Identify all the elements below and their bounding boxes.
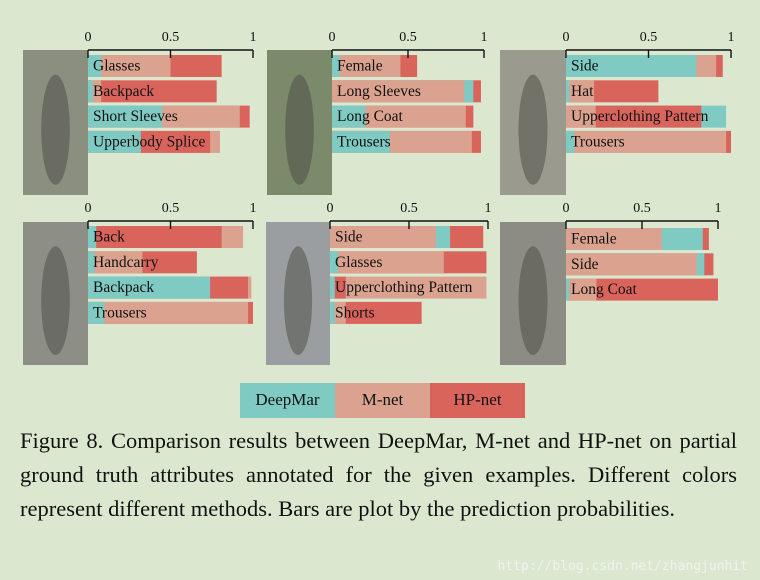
bar-label: Female <box>571 231 617 248</box>
x-tick-label: 1 <box>728 30 735 45</box>
bar-label: Upperclothing Pattern <box>335 279 473 296</box>
bar <box>566 278 570 301</box>
bar <box>330 301 335 324</box>
x-tick-label: 0 <box>327 201 334 216</box>
bar <box>566 130 575 153</box>
x-tick-label: 1 <box>485 201 492 216</box>
bar <box>88 130 141 153</box>
bar-label: Handcarry <box>93 254 159 271</box>
bar <box>566 55 697 77</box>
photo-person <box>41 74 70 185</box>
bar <box>330 276 487 299</box>
x-tick-label: 0 <box>329 30 336 45</box>
bar-label: Side <box>571 58 599 75</box>
bar <box>88 80 217 103</box>
x-tick-label: 0.5 <box>400 201 418 216</box>
bar <box>88 55 102 77</box>
bar-label: Glasses <box>93 58 140 75</box>
bar-label: Long Coat <box>571 281 638 298</box>
photo-person <box>518 246 548 355</box>
legend-label: HP-net <box>453 390 501 409</box>
legend-swatch <box>240 383 335 418</box>
photo-person <box>283 246 313 355</box>
photo-person <box>41 246 70 355</box>
bar <box>330 276 335 299</box>
bar <box>332 55 401 77</box>
figure: Glasses Backpack Short Sleeves Upperbody Sp… <box>23 30 735 418</box>
bar <box>332 130 390 153</box>
x-tick-label: 0 <box>563 201 570 216</box>
x-tick-label: 0.5 <box>640 30 658 45</box>
bar-label: Female <box>337 58 383 75</box>
bar-label: Trousers <box>337 133 391 150</box>
bar <box>330 251 338 274</box>
bar <box>88 301 105 324</box>
bar <box>332 105 366 128</box>
bar <box>566 228 662 250</box>
legend-swatch <box>430 383 525 418</box>
bar <box>88 105 163 128</box>
legend-label: M-net <box>362 390 404 409</box>
bar <box>88 301 249 324</box>
x-tick-label: 0.5 <box>633 201 651 216</box>
bar-label: Upperbody Splice <box>93 133 205 150</box>
bar-label: Glasses <box>335 254 382 271</box>
legend-label: DeepMar <box>255 390 320 409</box>
bar-label: Backpack <box>93 83 154 100</box>
bar <box>330 301 422 324</box>
caption: Figure 8. Comparison results between Dee… <box>20 428 737 521</box>
bar <box>88 226 97 248</box>
x-tick-label: 0.5 <box>162 30 180 45</box>
photo-person <box>285 74 314 185</box>
bar <box>566 278 597 301</box>
bar-label: Upperclothing Pattern <box>571 108 709 125</box>
x-tick-label: 0 <box>85 201 92 216</box>
photo-person <box>518 74 548 185</box>
bar <box>566 278 718 301</box>
bar <box>88 276 211 299</box>
bar-label: Trousers <box>93 304 147 321</box>
bar-label: Side <box>571 256 599 273</box>
legend-swatch <box>335 383 430 418</box>
bar-label: Trousers <box>571 133 625 150</box>
bar <box>566 80 570 103</box>
bar <box>566 253 697 276</box>
bar <box>566 80 595 103</box>
bar <box>332 80 465 103</box>
bar-label: Backpack <box>93 279 154 296</box>
bar <box>88 251 143 274</box>
bar-label: Shorts <box>335 304 375 321</box>
bar-label: Side <box>335 229 363 246</box>
x-tick-label: 1 <box>715 201 722 216</box>
bar <box>88 251 95 274</box>
bar <box>566 130 727 153</box>
bar-label: Short Sleeves <box>93 108 178 125</box>
bar-label: Hat <box>571 83 594 100</box>
x-tick-label: 1 <box>250 201 257 216</box>
bar <box>330 226 436 248</box>
bar <box>566 105 596 128</box>
x-tick-label: 0 <box>563 30 570 45</box>
x-tick-label: 1 <box>250 30 257 45</box>
bar-label: Long Sleeves <box>337 83 421 100</box>
bar-label: Long Coat <box>337 108 404 125</box>
x-tick-label: 0.5 <box>399 30 417 45</box>
bar <box>566 105 702 128</box>
bar <box>88 226 222 248</box>
x-tick-label: 0.5 <box>162 201 180 216</box>
bar <box>330 251 444 274</box>
bar-label: Back <box>93 229 125 246</box>
x-tick-label: 1 <box>481 30 488 45</box>
x-tick-label: 0 <box>85 30 92 45</box>
watermark: http://blog.csdn.net/zhangjunhit <box>497 559 748 574</box>
bar <box>88 80 93 103</box>
bar <box>332 55 340 77</box>
bar <box>88 55 171 77</box>
